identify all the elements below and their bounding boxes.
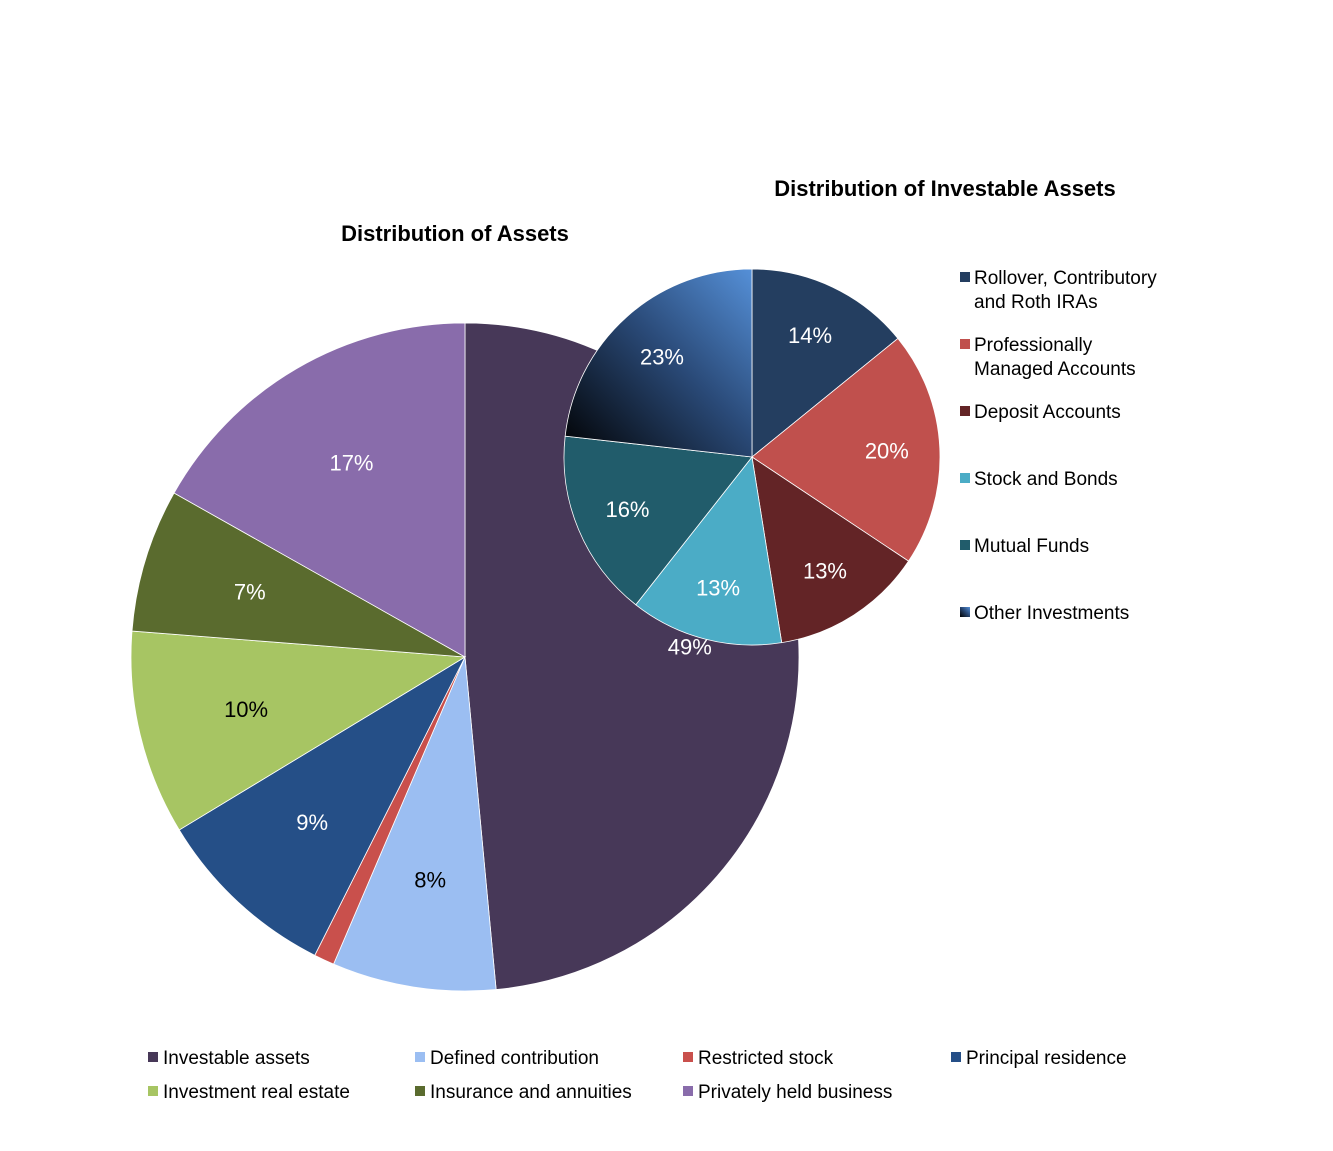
slice-label-defined-contribution: 8% [414, 867, 446, 892]
slice-principal-residence [178, 655, 466, 956]
legend-item-restricted-stock: Restricted stock [698, 1048, 834, 1069]
legend-item-other-investments: Other Investments [974, 603, 1129, 624]
slice-investment-real-estate [130, 630, 467, 831]
slice-label-principal-residence: 9% [296, 810, 328, 835]
slice-label-professionally-managed-accounts: 20% [865, 439, 909, 464]
legend-swatch-mutual-funds [960, 540, 970, 550]
slice-mutual-funds [563, 435, 753, 606]
slice-label-mutual-funds: 16% [605, 497, 649, 522]
inset-pie-legend: Rollover, Contributory and Roth IRAs Profe… [960, 268, 1157, 624]
legend-item-professionally-managed-accounts-line-1: Professionally [974, 335, 1093, 356]
slice-rollover-contributory-and-roth-iras [751, 268, 899, 458]
legend-item-investment-real-estate: Investment real estate [163, 1082, 350, 1103]
legend-swatch-rollover-contributory-and-roth-iras [960, 272, 970, 282]
main-pie-legend: Investable assets Defined contribution Res… [148, 1048, 1127, 1103]
legend-item-insurance-and-annuities: Insurance and annuities [430, 1082, 632, 1103]
slice-label-investment-real-estate: 10% [224, 697, 268, 722]
slice-label-other-investments: 23% [640, 344, 684, 369]
legend-item-professionally-managed-accounts-line-2: Managed Accounts [974, 359, 1136, 380]
legend-swatch-stock-and-bonds [960, 473, 970, 483]
legend-item-defined-contribution: Defined contribution [430, 1048, 599, 1069]
legend-swatch-principal-residence [951, 1052, 961, 1062]
legend-item-investable-assets: Investable assets [163, 1048, 310, 1069]
slice-label-insurance-and-annuities: 7% [234, 579, 266, 604]
legend-swatch-insurance-and-annuities [415, 1086, 425, 1096]
legend-item-stock-and-bonds: Stock and Bonds [974, 469, 1118, 490]
slice-other-investments [564, 268, 753, 458]
slice-privately-held-business [173, 322, 466, 658]
legend-item-privately-held-business: Privately held business [698, 1082, 892, 1103]
legend-swatch-investable-assets [148, 1052, 158, 1062]
slice-label-rollover-contributory-and-roth-iras: 14% [788, 323, 832, 348]
legend-swatch-professionally-managed-accounts [960, 339, 970, 349]
slice-label-deposit-accounts: 13% [803, 559, 847, 584]
inset-pie-title: Distribution of Investable Assets [774, 176, 1115, 201]
slice-defined-contribution [333, 656, 497, 992]
legend-item-principal-residence: Principal residence [966, 1048, 1127, 1069]
legend-item-rollover-contributory-and-roth-iras-line-1: Rollover, Contributory [974, 268, 1157, 289]
legend-swatch-investment-real-estate [148, 1086, 158, 1096]
legend-swatch-privately-held-business [683, 1086, 693, 1096]
legend-swatch-other-investments [960, 607, 970, 617]
slice-professionally-managed-accounts [751, 337, 941, 562]
legend-item-rollover-contributory-and-roth-iras-line-2: and Roth IRAs [974, 292, 1098, 313]
legend-swatch-defined-contribution [415, 1052, 425, 1062]
legend-item-deposit-accounts: Deposit Accounts [974, 402, 1121, 423]
slice-insurance-and-annuities [131, 492, 466, 658]
slice-stock-and-bonds [635, 456, 783, 646]
main-pie-title: Distribution of Assets [341, 221, 569, 246]
slice-label-stock-and-bonds: 13% [696, 576, 740, 601]
legend-item-mutual-funds: Mutual Funds [974, 536, 1089, 557]
legend-swatch-restricted-stock [683, 1052, 693, 1062]
slice-deposit-accounts [751, 456, 910, 644]
slice-label-privately-held-business: 17% [329, 451, 373, 476]
legend-swatch-deposit-accounts [960, 406, 970, 416]
inset-pie: 14% 20% 13% 13% 16% 23% [563, 268, 941, 646]
